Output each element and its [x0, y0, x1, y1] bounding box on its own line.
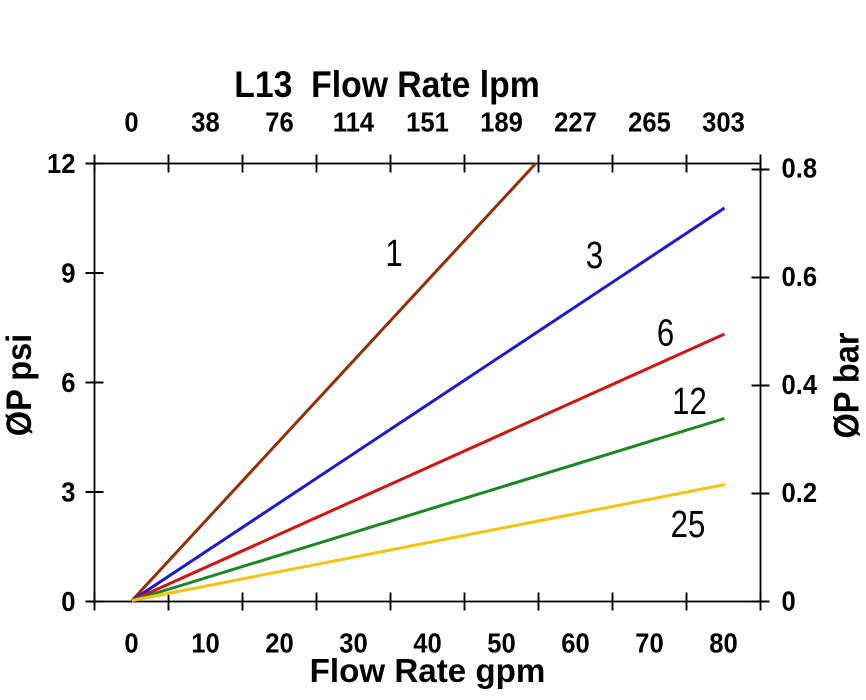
svg-text:40: 40 [413, 627, 441, 658]
svg-text:70: 70 [635, 627, 663, 658]
svg-text:265: 265 [628, 107, 671, 138]
svg-text:60: 60 [561, 627, 589, 658]
svg-text:Flow Rate gpm: Flow Rate gpm [310, 653, 546, 690]
svg-text:6: 6 [657, 313, 674, 355]
svg-text:3: 3 [586, 235, 603, 277]
svg-text:ØP bar: ØP bar [827, 332, 866, 438]
svg-text:151: 151 [406, 107, 449, 138]
svg-text:227: 227 [554, 107, 597, 138]
svg-text:0.8: 0.8 [782, 153, 818, 184]
svg-text:9: 9 [61, 258, 75, 289]
svg-text:25: 25 [671, 504, 706, 546]
svg-text:10: 10 [191, 627, 219, 658]
svg-text:38: 38 [191, 107, 219, 138]
svg-text:50: 50 [487, 627, 515, 658]
svg-text:3: 3 [61, 477, 75, 508]
svg-text:0: 0 [782, 586, 796, 617]
svg-text:12: 12 [672, 381, 707, 423]
svg-text:0: 0 [124, 627, 138, 658]
svg-text:0: 0 [61, 586, 75, 617]
svg-text:80: 80 [709, 627, 737, 658]
svg-text:20: 20 [265, 627, 293, 658]
svg-text:ØP psi: ØP psi [0, 334, 39, 436]
svg-text:303: 303 [702, 107, 745, 138]
svg-text:6: 6 [61, 367, 75, 398]
svg-text:1: 1 [385, 233, 402, 275]
svg-text:189: 189 [480, 107, 523, 138]
svg-text:L13 Flow Rate lpm: L13 Flow Rate lpm [234, 63, 540, 105]
svg-text:0.4: 0.4 [782, 369, 818, 400]
svg-text:30: 30 [339, 627, 367, 658]
svg-text:114: 114 [333, 107, 374, 138]
svg-text:0: 0 [124, 107, 138, 138]
svg-text:76: 76 [265, 107, 293, 138]
svg-text:12: 12 [47, 148, 75, 179]
svg-text:0.2: 0.2 [782, 477, 818, 508]
svg-text:0.6: 0.6 [782, 261, 818, 292]
